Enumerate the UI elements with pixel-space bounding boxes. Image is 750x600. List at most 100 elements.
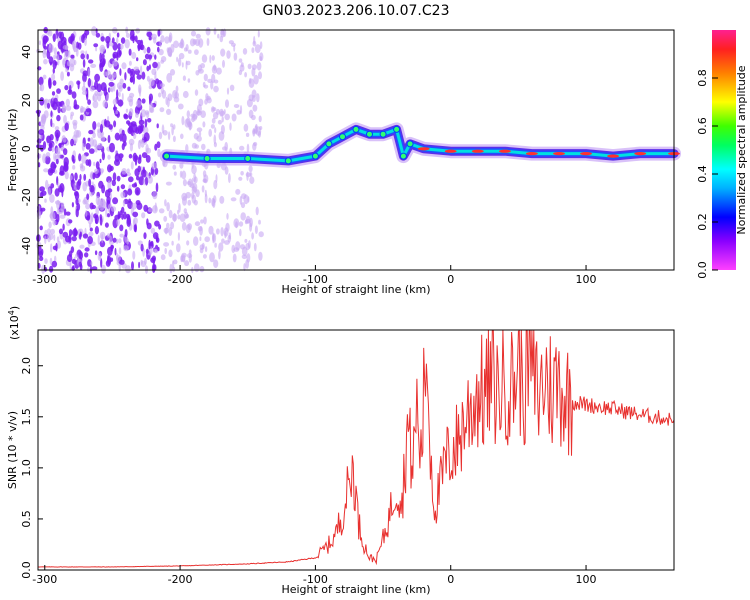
noise-dot: [203, 84, 209, 89]
noise-dot: [117, 99, 124, 107]
noise-dot: [224, 113, 230, 121]
noise-dot: [106, 176, 112, 183]
noise-dot: [44, 99, 48, 109]
signal-track: [159, 122, 681, 168]
signal-peak: [471, 149, 484, 153]
noise-dot: [151, 255, 156, 262]
noise-dot: [162, 130, 168, 136]
noise-dot: [185, 44, 189, 52]
noise-dot: [174, 91, 179, 99]
noise-dot: [255, 93, 260, 103]
noise-dot: [43, 110, 49, 119]
noise-dot: [219, 110, 225, 117]
noise-dot: [127, 95, 134, 103]
noise-dot: [63, 114, 67, 124]
noise-dot: [107, 134, 111, 144]
noise-dot: [39, 97, 45, 106]
noise-dot: [246, 98, 253, 108]
snr-series-line: [38, 329, 675, 568]
y-tick-label: 2.0: [20, 357, 33, 375]
noise-dot: [163, 215, 168, 222]
noise-dot: [128, 60, 132, 66]
noise-dot: [220, 48, 226, 57]
noise-dot: [79, 263, 83, 271]
noise-dot: [246, 171, 249, 181]
noise-dot: [121, 62, 127, 70]
noise-dot: [181, 62, 184, 68]
spectrogram-y-ticks: -40 -20 0 20 40: [20, 45, 43, 255]
noise-dot: [116, 254, 121, 263]
noise-dot: [48, 221, 52, 229]
noise-dot: [54, 126, 60, 131]
noise-dot: [197, 108, 200, 116]
noise-dot: [81, 154, 87, 164]
noise-dot: [137, 165, 141, 173]
noise-dot: [193, 176, 198, 184]
noise-dot: [79, 244, 85, 249]
noise-dot: [107, 213, 110, 218]
noise-dot: [116, 185, 120, 192]
noise-dot: [135, 112, 139, 118]
noise-dot: [154, 71, 157, 81]
noise-dot: [252, 129, 256, 135]
noise-dot: [165, 96, 168, 106]
noise-dot: [154, 220, 160, 227]
noise-dot: [121, 129, 125, 136]
noise-dot: [169, 69, 176, 76]
noise-dot: [166, 202, 170, 212]
noise-dot: [53, 54, 56, 60]
noise-dot: [64, 50, 69, 60]
noise-dot: [143, 232, 147, 240]
noise-dot: [182, 90, 189, 99]
noise-dot: [171, 125, 174, 136]
noise-dot: [51, 260, 58, 268]
noise-dot: [114, 247, 117, 256]
noise-dot: [106, 196, 111, 204]
noise-dot: [216, 67, 222, 75]
colorbar-label: Normalized spectral amplitude: [735, 65, 748, 234]
noise-dot: [189, 38, 196, 47]
noise-dot: [72, 40, 77, 49]
noise-dot: [152, 190, 158, 200]
noise-dot: [258, 251, 263, 261]
noise-dot: [151, 162, 158, 170]
noise-dot: [184, 260, 190, 267]
noise-dot: [144, 176, 149, 186]
noise-dot: [119, 68, 122, 76]
noise-dot: [141, 152, 148, 159]
noise-dot: [128, 153, 133, 159]
noise-dot: [146, 171, 149, 178]
noise-dot: [127, 67, 132, 74]
noise-dot: [116, 218, 120, 226]
noise-dot: [214, 127, 217, 134]
noise-dot: [144, 118, 148, 128]
noise-dot: [228, 173, 231, 184]
spectrogram-frame: [37, 29, 675, 271]
noise-dot: [52, 67, 55, 74]
noise-dot: [252, 104, 258, 112]
noise-dot: [73, 129, 80, 138]
noise-dot: [71, 154, 75, 162]
noise-dot: [60, 36, 67, 45]
noise-dot: [213, 259, 219, 269]
noise-dot: [100, 258, 103, 268]
noise-dot: [85, 142, 91, 150]
noise-dot: [86, 53, 89, 60]
noise-dot: [90, 63, 97, 68]
noise-dot: [55, 54, 59, 60]
noise-dot: [202, 254, 207, 259]
noise-dot: [116, 175, 121, 182]
colorbar-ticks: 0.0 0.2 0.4 0.6 0.8: [696, 69, 718, 279]
noise-dot: [88, 59, 94, 64]
noise-dot: [194, 221, 201, 227]
signal-point: [325, 140, 333, 148]
noise-dot: [87, 99, 91, 105]
noise-dot: [109, 142, 115, 153]
noise-dot: [121, 133, 127, 143]
noise-dot: [187, 49, 192, 54]
noise-dot: [91, 204, 97, 210]
noise-dot: [68, 219, 73, 224]
signal-peak: [498, 149, 511, 153]
noise-dot: [134, 182, 137, 187]
noise-dot: [249, 176, 255, 184]
